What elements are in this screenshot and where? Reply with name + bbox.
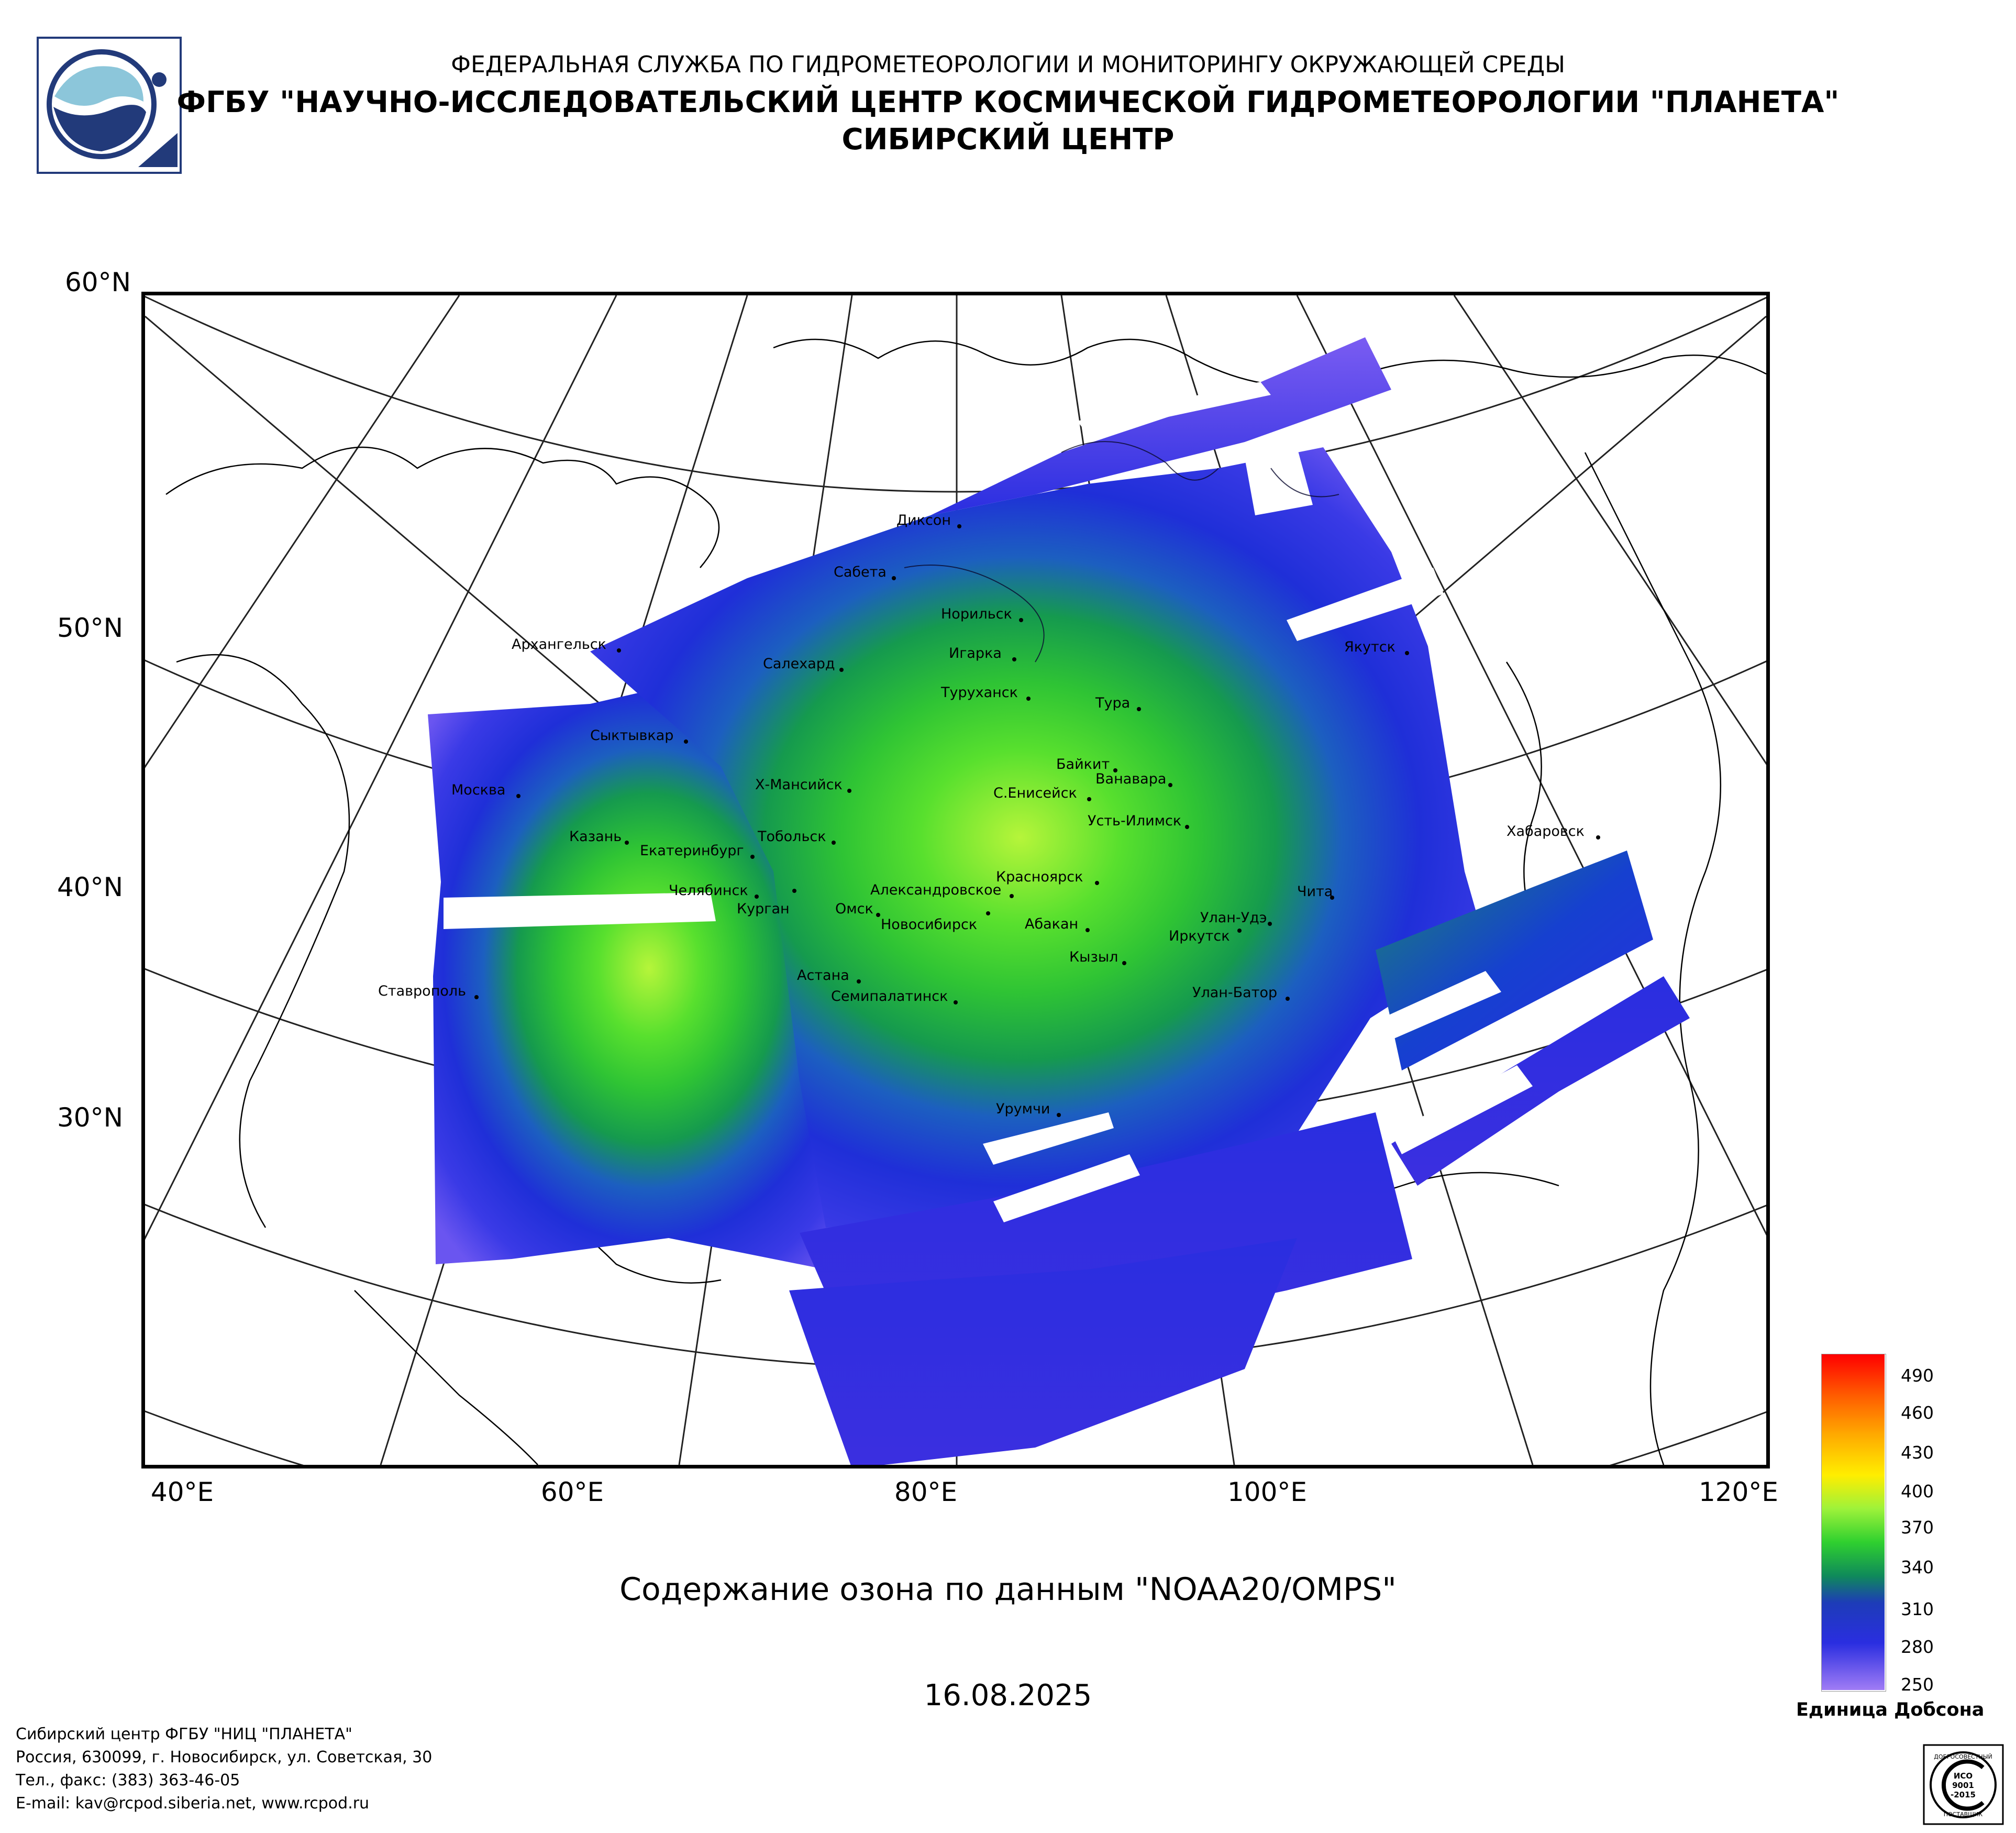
legend-label: 430 [1901, 1442, 1934, 1463]
city-label: Ванавара [1095, 771, 1166, 787]
ozone-legend-colorbar [1821, 1354, 1886, 1692]
legend-unit: Единица Добсона [1796, 1699, 1985, 1720]
footer-org: Сибирский центр ФГБУ "НИЦ "ПЛАНЕТА" [16, 1725, 352, 1743]
city-label: Диксон [896, 512, 951, 528]
city-label: Челябинск [669, 882, 748, 899]
ozone-swath-north [931, 337, 1391, 515]
map-date: 16.08.2025 [924, 1679, 1092, 1713]
svg-text:9001: 9001 [1952, 1781, 1974, 1790]
ozone-map-canvas: Диксон Сабета Норильск Архангельск Салех… [145, 295, 1766, 1465]
city-label: Улан-Удэ [1200, 910, 1267, 926]
map-title: Содержание озона по данным "NOAA20/OMPS" [619, 1571, 1397, 1608]
city-label: Красноярск [996, 869, 1083, 885]
legend-label: 340 [1901, 1557, 1934, 1577]
city-label: Архангельск [512, 636, 606, 653]
city-label: Иркутск [1169, 928, 1230, 944]
city-label: Чита [1297, 884, 1333, 900]
city-label: Тура [1095, 695, 1130, 711]
city-label: Усть-Илимск [1088, 813, 1181, 829]
ozone-map: Диксон Сабета Норильск Архангельск Салех… [141, 292, 1770, 1468]
city-label: Тобольск [757, 829, 826, 845]
city-label: Кызыл [1069, 949, 1118, 965]
ozone-swath-central [590, 447, 1486, 1228]
city-label: Норильск [941, 606, 1012, 622]
city-label: Семипалатинск [831, 988, 948, 1004]
legend-label: 490 [1901, 1365, 1934, 1386]
lon-label-60: 60°E [540, 1477, 604, 1507]
city-label: Курган [737, 901, 790, 917]
city-label: Якутск [1344, 639, 1395, 655]
lon-label-40: 40°E [150, 1477, 214, 1507]
city-label: Сыктывкар [590, 727, 673, 744]
city-label: Игарка [949, 645, 1002, 661]
footer-email: E-mail: kav@rcpod.siberia.net, www.rcpod… [16, 1794, 370, 1813]
city-label: Ставрополь [378, 983, 466, 999]
lon-label-100: 100°E [1227, 1477, 1308, 1507]
planeta-logo [37, 37, 182, 174]
svg-text:ДОБРОСОВЕСТНЫЙ: ДОБРОСОВЕСТНЫЙ [1934, 1753, 1992, 1760]
lat-label-40: 40°N [57, 872, 123, 902]
lon-label-120: 120°E [1698, 1477, 1779, 1507]
city-label: Туруханск [940, 684, 1018, 701]
footer-address: Россия, 630099, г. Новосибирск, ул. Сове… [16, 1748, 433, 1766]
city-label: Екатеринбург [640, 843, 744, 859]
ozone-swath-far-south [789, 1238, 1297, 1465]
lat-label-50: 50°N [57, 613, 123, 643]
city-label: Омск [835, 901, 873, 917]
city-label: Сабета [834, 564, 887, 580]
city-label: Александровское [870, 882, 1001, 898]
svg-text:ПОСТАВЩИК: ПОСТАВЩИК [1944, 1811, 1983, 1818]
city-label: Москва [451, 782, 505, 798]
city-label: Байкит [1056, 756, 1110, 772]
legend-label: 370 [1901, 1517, 1934, 1538]
legend-label: 310 [1901, 1599, 1934, 1619]
legend-label: 250 [1901, 1674, 1934, 1695]
city-label: Салехард [763, 656, 835, 672]
city-label: Абакан [1025, 916, 1078, 932]
city-label: Новосибирск [881, 916, 977, 933]
city-label: Астана [797, 967, 849, 984]
city-label: Х-Мансийск [755, 777, 843, 793]
lat-label-60: 60°N [64, 267, 131, 297]
lat-label-30: 30°N [57, 1102, 123, 1133]
header-center: СИБИРСКИЙ ЦЕНТР [841, 123, 1175, 157]
header-institute: ФГБУ "НАУЧНО-ИССЛЕДОВАТЕЛЬСКИЙ ЦЕНТР КОС… [176, 85, 1840, 119]
lon-label-80: 80°E [894, 1477, 958, 1507]
legend-label: 400 [1901, 1481, 1934, 1501]
city-label: Казань [569, 829, 622, 845]
legend-label: 280 [1901, 1637, 1934, 1657]
city-label: Урумчи [996, 1101, 1050, 1117]
iso-certification-stamp: ДОБРОСОВЕСТНЫЙ ИСО 9001 -2015 ПОСТАВЩИК [1923, 1744, 2004, 1825]
city-label: Улан-Батор [1192, 985, 1277, 1001]
city-label: С.Енисейск [993, 785, 1077, 801]
header-agency: ФЕДЕРАЛЬНАЯ СЛУЖБА ПО ГИДРОМЕТЕОРОЛОГИИ … [451, 51, 1565, 78]
city-label: Хабаровск [1507, 823, 1585, 840]
ozone-swath-southeast [1391, 976, 1690, 1186]
svg-text:-2015: -2015 [1951, 1790, 1976, 1799]
svg-text:ИСО: ИСО [1954, 1771, 1973, 1781]
legend-label: 460 [1901, 1403, 1934, 1423]
footer-phone: Тел., факс: (383) 363-46-05 [16, 1771, 240, 1790]
